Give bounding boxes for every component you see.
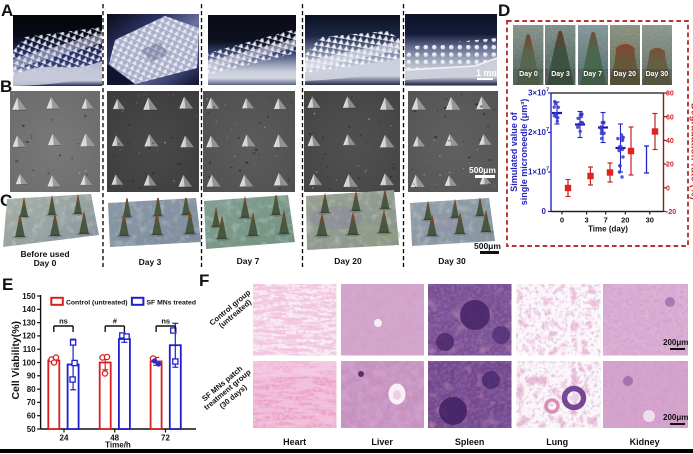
svg-text:50: 50 <box>27 425 36 434</box>
svg-text:72: 72 <box>161 434 170 443</box>
svg-text:80: 80 <box>666 91 674 98</box>
svg-text:3: 3 <box>585 216 589 225</box>
svg-text:7: 7 <box>546 127 549 133</box>
svg-text:100: 100 <box>22 358 36 367</box>
svg-text:-20: -20 <box>666 209 676 216</box>
svg-text:90: 90 <box>27 372 36 381</box>
svg-text:1×10: 1×10 <box>528 168 547 177</box>
svg-text:24: 24 <box>60 434 69 443</box>
svg-text:Time (day): Time (day) <box>588 225 628 234</box>
svg-text:150: 150 <box>22 292 36 301</box>
svg-text:120: 120 <box>22 332 36 341</box>
svg-text:60: 60 <box>666 114 674 121</box>
svg-text:7: 7 <box>604 216 608 225</box>
svg-text:140: 140 <box>22 305 36 314</box>
svg-text:70: 70 <box>27 398 36 407</box>
svg-text:#: # <box>113 317 118 326</box>
svg-text:110: 110 <box>23 345 36 354</box>
svg-text:40: 40 <box>666 138 674 145</box>
svg-text:130: 130 <box>22 318 36 327</box>
svg-text:60: 60 <box>27 412 36 421</box>
svg-text:ns: ns <box>59 317 68 326</box>
svg-text:20: 20 <box>621 216 629 225</box>
svg-text:Control (untreated): Control (untreated) <box>66 299 128 306</box>
svg-text:ns: ns <box>161 317 170 326</box>
svg-text:SF MNs treated: SF MNs treated <box>147 299 196 306</box>
svg-text:0: 0 <box>666 185 670 192</box>
svg-text:7: 7 <box>546 88 549 94</box>
svg-text:48: 48 <box>110 434 119 443</box>
svg-text:0: 0 <box>560 216 564 225</box>
svg-text:Time/h: Time/h <box>105 441 131 450</box>
svg-text:20: 20 <box>666 162 674 169</box>
svg-text:0: 0 <box>542 207 547 216</box>
svg-text:30: 30 <box>646 216 654 225</box>
svg-text:3×10: 3×10 <box>528 89 547 98</box>
svg-text:7: 7 <box>546 167 549 173</box>
svg-text:80: 80 <box>27 385 36 394</box>
svg-text:2×10: 2×10 <box>528 128 547 137</box>
